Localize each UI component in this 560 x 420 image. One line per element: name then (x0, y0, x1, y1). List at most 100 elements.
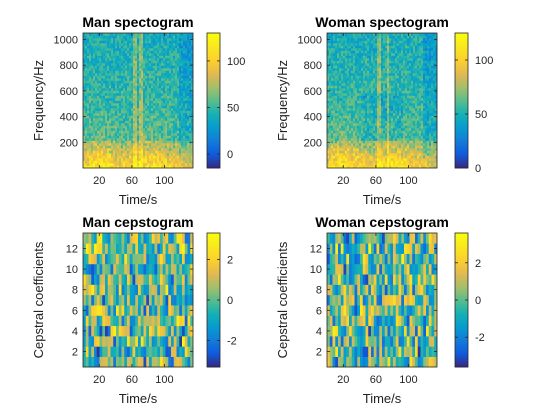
heatmap-cell (359, 75, 362, 79)
heatmap-cell (163, 148, 166, 151)
heatmap-cell (137, 165, 140, 169)
heatmap-cell (113, 80, 116, 84)
heatmap-cell (109, 108, 112, 111)
heatmap-cell (143, 115, 146, 119)
heatmap-cell (141, 53, 144, 56)
heatmap-cell (341, 163, 344, 166)
heatmap-cell (97, 138, 100, 141)
heatmap-cell (147, 135, 150, 139)
heatmap-cell (131, 123, 134, 126)
heatmap-cell (149, 148, 152, 151)
heatmap-cell (83, 53, 86, 56)
heatmap-cell (397, 143, 400, 146)
heatmap-cell (191, 105, 194, 109)
heatmap-cell (109, 85, 112, 89)
heatmap-cell (365, 138, 368, 141)
heatmap-cell (155, 55, 158, 59)
heatmap-cell (331, 143, 334, 146)
heatmap-cell (363, 118, 366, 121)
heatmap-cell (335, 75, 338, 79)
heatmap-cell (93, 35, 96, 39)
heatmap-cell (327, 70, 330, 74)
heatmap-cell (357, 65, 360, 69)
heatmap-cell (391, 108, 394, 111)
heatmap-cell (347, 128, 350, 131)
heatmap-cell (169, 103, 172, 106)
heatmap-cell (179, 83, 182, 86)
heatmap-cell (147, 103, 150, 106)
heatmap-cell (333, 68, 336, 71)
heatmap-cell (103, 163, 106, 166)
heatmap-cell (119, 165, 122, 169)
heatmap-cell (139, 80, 142, 84)
heatmap-cell (381, 33, 384, 36)
heatmap-cell (353, 75, 356, 79)
heatmap-cell (147, 128, 150, 131)
heatmap-cell (379, 125, 382, 129)
heatmap-cell (165, 125, 168, 129)
heatmap-cell (383, 105, 386, 109)
heatmap-cell (171, 113, 174, 116)
heatmap-cell (103, 148, 106, 151)
heatmap-cell (113, 70, 116, 74)
heatmap-cell (177, 60, 180, 64)
heatmap-cell (351, 60, 354, 64)
heatmap-cell (389, 108, 392, 111)
heatmap-cell (107, 78, 110, 81)
heatmap-cell (113, 123, 116, 126)
heatmap-cell (179, 88, 182, 91)
heatmap-cell (145, 35, 148, 39)
heatmap-cell (339, 130, 342, 134)
heatmap-cell (107, 138, 110, 141)
heatmap-cell (355, 113, 358, 116)
heatmap-cell (187, 73, 190, 76)
heatmap-cell (117, 118, 120, 121)
heatmap-cell (177, 80, 180, 84)
heatmap-cell (391, 133, 394, 136)
heatmap-cell (157, 128, 160, 131)
heatmap-cell (393, 95, 396, 99)
heatmap-cell (171, 93, 174, 96)
heatmap-cell (387, 48, 390, 51)
heatmap-cell (95, 65, 98, 69)
heatmap-cell (391, 135, 394, 139)
heatmap-cell (187, 110, 190, 114)
heatmap-cell (371, 43, 374, 46)
heatmap-cell (101, 98, 104, 101)
heatmap-cell (113, 160, 116, 164)
heatmap-cell (357, 103, 360, 106)
heatmap-cell (107, 98, 110, 101)
heatmap-cell (125, 98, 128, 101)
heatmap-cell (365, 35, 368, 39)
heatmap-cell (185, 98, 188, 101)
heatmap-cell (97, 63, 100, 66)
heatmap-cell (389, 43, 392, 46)
colorbar-strip (207, 159, 220, 163)
heatmap-cell (189, 163, 192, 166)
heatmap-cell (83, 33, 86, 36)
heatmap-cell (343, 125, 346, 129)
heatmap-cell (353, 123, 356, 126)
heatmap-cell (147, 55, 150, 59)
heatmap-cell (327, 120, 330, 124)
heatmap-cell (345, 90, 348, 94)
heatmap-cell (381, 100, 384, 104)
heatmap-cell (375, 108, 378, 111)
heatmap-cell (121, 115, 124, 119)
heatmap-cell (345, 123, 348, 126)
heatmap-cell (85, 115, 88, 119)
heatmap-cell (351, 58, 354, 61)
heatmap-cell (99, 118, 102, 121)
heatmap-cell (171, 88, 174, 91)
heatmap-cell (359, 68, 362, 71)
heatmap-cell (337, 60, 340, 64)
heatmap-cell (109, 123, 112, 126)
heatmap-cell (341, 150, 344, 154)
heatmap-cell (343, 138, 346, 141)
heatmap-cell (327, 105, 330, 109)
heatmap-cell (377, 38, 380, 41)
heatmap-cell (329, 80, 332, 84)
heatmap-cell (357, 70, 360, 74)
heatmap-cell (353, 105, 356, 109)
heatmap-cell (111, 100, 114, 104)
